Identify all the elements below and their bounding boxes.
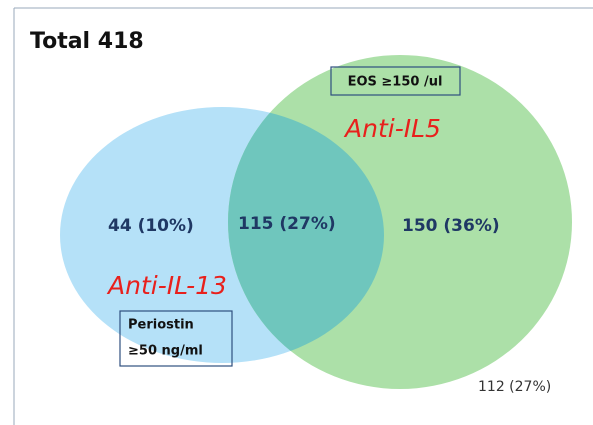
overlap xyxy=(228,107,384,363)
set-label: Anti-IL5 xyxy=(343,114,441,143)
set-label: Anti-IL-13 xyxy=(106,271,227,300)
title: Total 418 xyxy=(30,29,144,54)
region-count: 115 (27%) xyxy=(238,214,336,234)
criterion-box xyxy=(119,310,233,367)
criterion-box xyxy=(330,66,461,96)
criterion: Periostin xyxy=(128,318,194,333)
region-count: 150 (36%) xyxy=(402,216,500,236)
criterion: ≥50 ng/ml xyxy=(128,344,203,359)
outside-count: 112 (27%) xyxy=(478,379,551,395)
region-count: 44 (10%) xyxy=(108,216,194,236)
criterion: EOS ≥150 /ul xyxy=(348,75,443,90)
